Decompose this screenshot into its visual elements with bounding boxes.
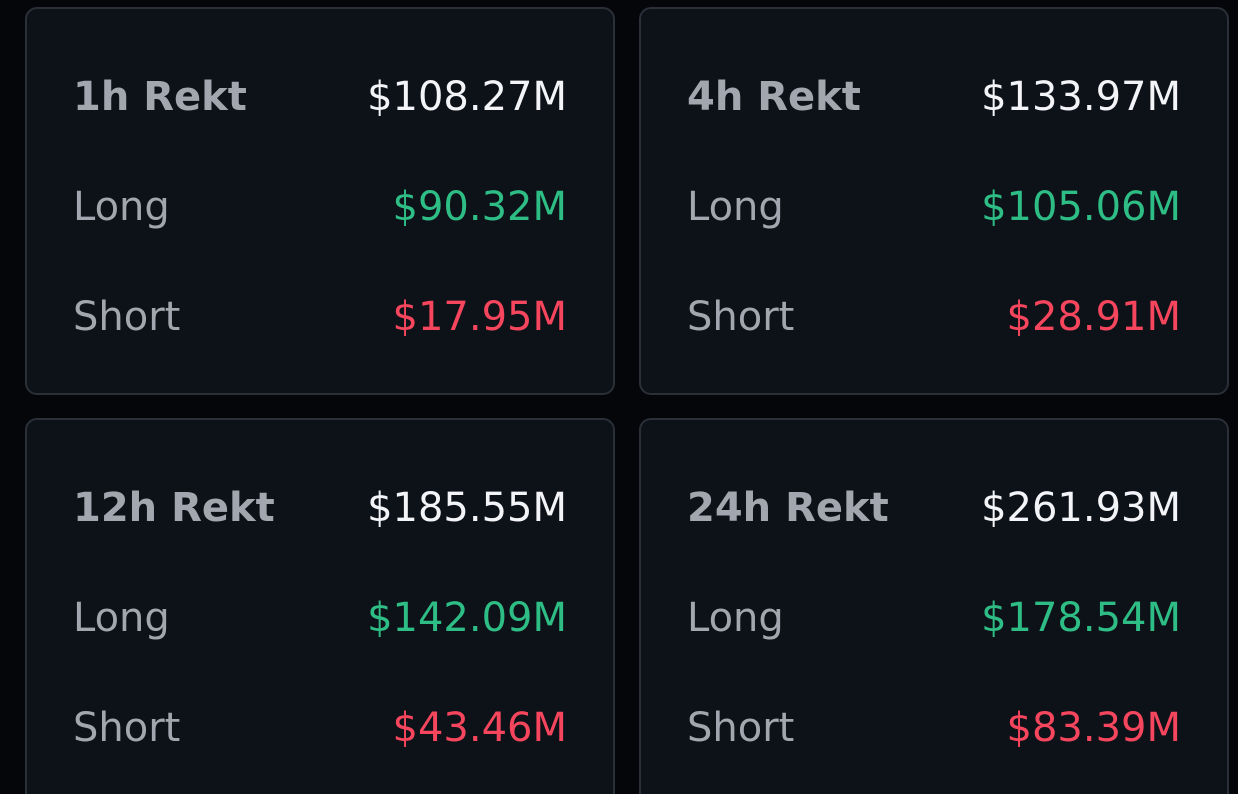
- total-value: $185.55M: [367, 485, 567, 531]
- card-title: 4h Rekt: [687, 74, 861, 120]
- total-value: $133.97M: [981, 74, 1181, 120]
- long-row: Long $105.06M: [687, 177, 1181, 237]
- rekt-card-24h: 24h Rekt $261.93M Long $178.54M Short $8…: [639, 418, 1229, 794]
- total-row: 1h Rekt $108.27M: [73, 67, 567, 127]
- long-label: Long: [73, 595, 170, 641]
- total-value: $108.27M: [367, 74, 567, 120]
- short-row: Short $83.39M: [687, 698, 1181, 758]
- short-value: $43.46M: [392, 705, 567, 751]
- short-value: $17.95M: [392, 294, 567, 340]
- short-label: Short: [73, 705, 181, 751]
- short-label: Short: [687, 705, 795, 751]
- total-value: $261.93M: [981, 485, 1181, 531]
- total-row: 12h Rekt $185.55M: [73, 478, 567, 538]
- total-row: 4h Rekt $133.97M: [687, 67, 1181, 127]
- long-row: Long $142.09M: [73, 588, 567, 648]
- rekt-card-4h: 4h Rekt $133.97M Long $105.06M Short $28…: [639, 7, 1229, 395]
- short-row: Short $43.46M: [73, 698, 567, 758]
- short-label: Short: [687, 294, 795, 340]
- short-row: Short $17.95M: [73, 287, 567, 347]
- long-row: Long $90.32M: [73, 177, 567, 237]
- long-value: $142.09M: [367, 595, 567, 641]
- short-value: $28.91M: [1006, 294, 1181, 340]
- short-value: $83.39M: [1006, 705, 1181, 751]
- long-value: $105.06M: [981, 184, 1181, 230]
- long-value: $178.54M: [981, 595, 1181, 641]
- rekt-card-1h: 1h Rekt $108.27M Long $90.32M Short $17.…: [25, 7, 615, 395]
- card-title: 1h Rekt: [73, 74, 247, 120]
- long-row: Long $178.54M: [687, 588, 1181, 648]
- card-title: 24h Rekt: [687, 485, 889, 531]
- long-label: Long: [73, 184, 170, 230]
- rekt-card-12h: 12h Rekt $185.55M Long $142.09M Short $4…: [25, 418, 615, 794]
- long-label: Long: [687, 595, 784, 641]
- card-title: 12h Rekt: [73, 485, 275, 531]
- total-row: 24h Rekt $261.93M: [687, 478, 1181, 538]
- short-row: Short $28.91M: [687, 287, 1181, 347]
- short-label: Short: [73, 294, 181, 340]
- long-value: $90.32M: [392, 184, 567, 230]
- long-label: Long: [687, 184, 784, 230]
